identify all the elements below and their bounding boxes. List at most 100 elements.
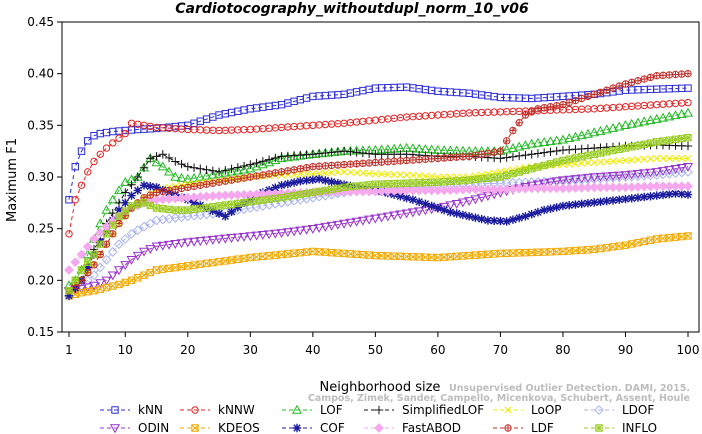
point-ldf	[684, 70, 692, 78]
point-kdeos	[152, 266, 161, 274]
point-odin	[132, 251, 143, 261]
point-kdeos	[184, 262, 192, 270]
point-odin	[457, 198, 468, 208]
point-lof	[664, 111, 675, 121]
point-loop	[359, 169, 367, 177]
point-lof	[182, 173, 193, 183]
point-ldf	[365, 159, 373, 167]
point-lof	[545, 136, 556, 146]
point-kdeos	[234, 255, 242, 263]
point-ldf	[152, 188, 161, 197]
point-ldf	[184, 183, 192, 191]
point-ldf	[584, 92, 592, 101]
point-ldf	[96, 250, 104, 259]
point-loop	[321, 169, 329, 177]
point-ldf	[346, 160, 355, 168]
point-lof	[670, 110, 681, 120]
point-cof	[527, 210, 536, 219]
point-cof	[133, 186, 142, 195]
x-tick-label: 1	[65, 343, 73, 357]
point-lof	[170, 171, 181, 181]
point-ldf	[515, 119, 523, 127]
point-ldf	[190, 182, 198, 190]
legend-label-cof: COF	[320, 421, 345, 434]
point-inflo	[121, 207, 129, 215]
point-cof	[283, 179, 293, 189]
point-lof	[107, 194, 118, 204]
point-odin	[245, 232, 256, 242]
point-loop	[665, 154, 673, 162]
point-knnw	[684, 98, 692, 107]
point-inflo	[415, 179, 423, 187]
point-kdeos	[177, 262, 186, 271]
point-odin	[151, 242, 162, 252]
point-kdeos	[259, 252, 267, 261]
point-simplifiedlof	[171, 157, 180, 166]
point-ldf	[540, 104, 548, 112]
point-lof	[595, 125, 606, 135]
point-cof	[433, 203, 443, 213]
point-cof	[314, 174, 324, 184]
point-ldf	[590, 90, 598, 98]
point-inflo	[246, 198, 255, 206]
point-ldf	[496, 147, 505, 155]
point-inflo	[527, 165, 536, 173]
point-inflo	[534, 163, 542, 171]
point-inflo	[646, 139, 655, 147]
point-knn	[684, 84, 692, 92]
point-odin	[532, 180, 543, 190]
legend-item-kdeos: KDEOS	[180, 421, 260, 434]
point-odin	[220, 234, 231, 244]
point-lof	[245, 163, 256, 173]
point-loop	[346, 168, 354, 176]
legend-marker-loop	[504, 406, 512, 414]
point-odin	[395, 210, 406, 220]
point-lof	[220, 167, 231, 177]
point-loop	[409, 171, 417, 179]
point-kdeos	[502, 249, 511, 257]
point-loop	[371, 170, 379, 178]
legend-label-simplifiedlof: SimplifiedLOF	[402, 403, 484, 417]
point-kdeos	[115, 280, 123, 289]
point-ldf	[446, 153, 455, 162]
point-knnw	[109, 139, 117, 147]
point-simplifiedlof	[202, 165, 211, 174]
point-cof	[633, 193, 643, 202]
point-cof	[627, 194, 636, 203]
point-inflo	[321, 186, 330, 195]
point-cof	[458, 210, 468, 220]
point-cof	[577, 199, 586, 209]
point-odin	[414, 207, 425, 217]
legend-item-lof: LOF	[282, 403, 343, 417]
point-ldf	[502, 137, 511, 145]
point-inflo	[452, 177, 461, 185]
point-loop	[603, 158, 611, 166]
point-loop	[646, 155, 655, 163]
point-lof	[682, 107, 694, 117]
point-ldf	[390, 157, 398, 165]
point-lof	[120, 176, 131, 186]
legend-label-inflo: INFLO	[622, 421, 657, 434]
point-cof	[477, 214, 486, 224]
point-odin	[214, 235, 225, 245]
point-odin	[314, 223, 325, 233]
point-lof	[607, 123, 619, 132]
point-loop	[590, 158, 598, 167]
point-simplifiedlof	[333, 147, 343, 156]
point-fastabod	[683, 181, 693, 192]
point-odin	[157, 241, 168, 251]
point-odin	[195, 237, 206, 247]
point-inflo	[446, 177, 455, 186]
point-lof	[282, 152, 293, 162]
point-lof	[226, 166, 237, 176]
point-lof	[539, 137, 550, 146]
point-odin	[645, 168, 656, 178]
point-inflo	[621, 144, 630, 152]
point-inflo	[365, 181, 373, 189]
point-ldf	[371, 158, 380, 167]
point-cof	[502, 217, 511, 226]
series-fastabod	[64, 181, 693, 275]
legend-item-fastabod: FastABOD	[364, 421, 461, 434]
point-knnw	[90, 157, 98, 166]
point-odin	[620, 171, 631, 181]
